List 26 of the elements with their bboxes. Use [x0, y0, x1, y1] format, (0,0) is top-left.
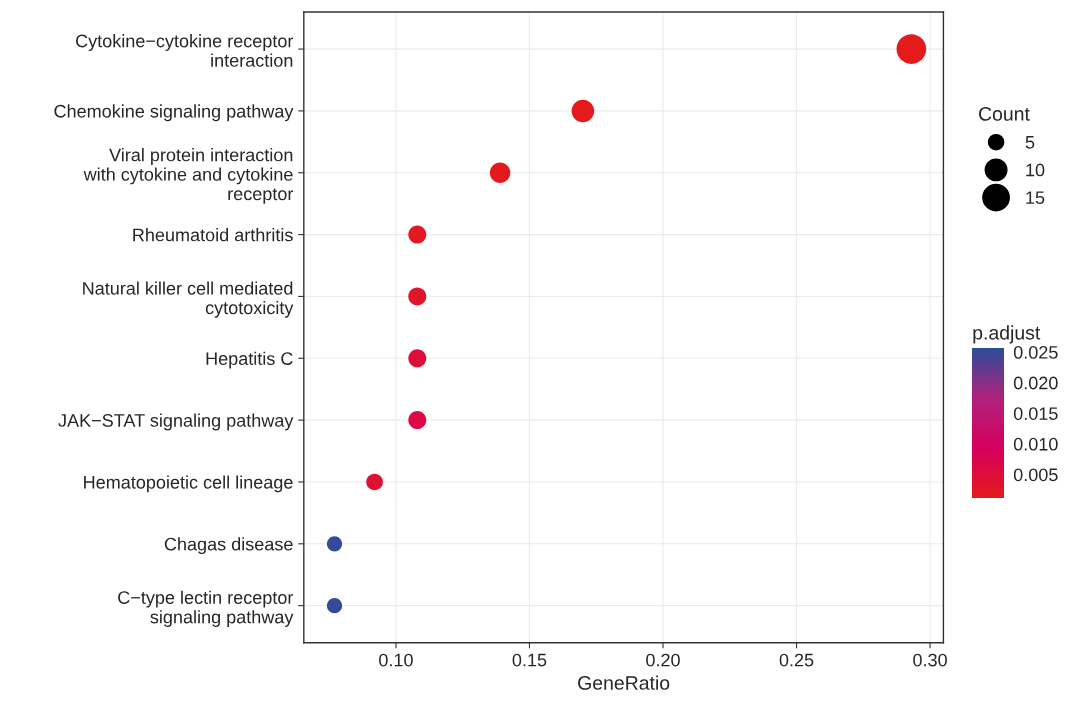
color-bar-label: 0.020: [1013, 376, 1058, 390]
y-tick-label: Rheumatoid arthritis: [133, 228, 293, 242]
y-tick-label: Hematopoietic cell lineage: [84, 475, 293, 493]
y-tick-label: Hepatitis C: [206, 351, 293, 369]
x-tick-label: 0.20: [646, 653, 680, 667]
y-tick-label: Viral protein interaction with cytokine and cytokine receptor: [83, 148, 294, 204]
x-tick-label: 0.30: [913, 653, 947, 667]
legend-title: Count: [979, 107, 1030, 121]
color-bar-label: 0.015: [1013, 407, 1058, 420]
color-bar-label: 0.010: [1013, 437, 1058, 451]
y-tick-label: JAK−STAT signaling pathway: [58, 413, 294, 431]
color-bar-title: p.adjust: [973, 325, 1041, 344]
y-tick-label: Chagas disease: [164, 537, 293, 555]
x-tick-label: 0.10: [379, 653, 413, 667]
x-tick-label: 0.15: [512, 653, 547, 667]
y-tick-label: Cytokine−cytokine receptor interaction: [76, 34, 294, 67]
y-tick-label: Chemokine signaling pathway: [54, 104, 294, 122]
y-tick-label: Natural killer cell mediated cytotoxicity: [83, 281, 294, 318]
legend-label: 10: [1026, 163, 1045, 177]
legend-label: 5: [1025, 136, 1035, 149]
y-tick-label: C−type lectin receptor signaling pathway: [118, 590, 294, 627]
color-bar-label: 0.005: [1013, 468, 1058, 482]
x-axis-title: GeneRatio: [578, 675, 670, 690]
legend-label: 15: [1026, 191, 1045, 205]
color-bar-label: 0.025: [1013, 345, 1058, 359]
x-tick-label: 0.25: [779, 653, 814, 667]
